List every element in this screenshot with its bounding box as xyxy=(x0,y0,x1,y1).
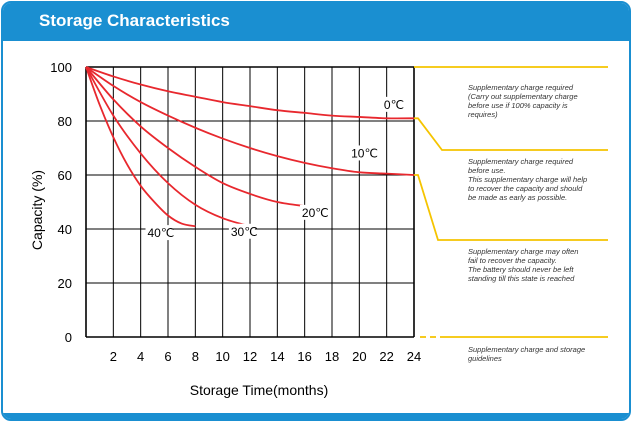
x-tick-label: 2 xyxy=(110,349,117,364)
zone-divider-line xyxy=(414,117,608,151)
zone-note: Supplementary charge required (Carry out … xyxy=(468,83,578,119)
x-tick-label: 16 xyxy=(297,349,311,364)
y-tick-label: 20 xyxy=(58,276,72,291)
guideline-zones xyxy=(414,66,608,338)
series-label-bg xyxy=(228,223,255,239)
panel-title: Storage Characteristics xyxy=(39,11,230,30)
x-tick-label: 18 xyxy=(325,349,339,364)
panel-footer-bar xyxy=(3,413,629,419)
x-tick-label: 20 xyxy=(352,349,366,364)
chart-labels: 2 4 6 8 10 12 14 16 18 20 22 241008060402000℃10℃20℃… xyxy=(50,60,587,364)
series-label: 0℃ xyxy=(384,98,404,112)
y-tick-label: 40 xyxy=(58,222,72,237)
chart-series xyxy=(85,66,415,228)
series-line-0 xyxy=(85,66,415,120)
series-label: 10℃ xyxy=(351,146,378,160)
series-line-1 xyxy=(85,66,415,176)
series-label-bg xyxy=(299,204,326,220)
zone-divider-line xyxy=(414,174,608,241)
x-tick-label: 6 xyxy=(164,349,171,364)
series-label: 40℃ xyxy=(148,226,175,240)
series-label-bg xyxy=(381,96,408,112)
x-tick-label: 8 xyxy=(192,349,199,364)
panel-header: Storage Characteristics xyxy=(3,3,629,41)
y-axis-label: Capacity (%) xyxy=(29,170,45,250)
y-tick-label: 60 xyxy=(58,168,72,183)
x-tick-label: 22 xyxy=(379,349,393,364)
series-label-bg xyxy=(349,145,376,161)
y-tick-label: 100 xyxy=(50,60,72,75)
x-tick-label: 4 xyxy=(137,349,144,364)
x-tick-label: 14 xyxy=(270,349,284,364)
zone-note: Supplementary charge required before use.… xyxy=(468,157,587,202)
y-tick-label: 0 xyxy=(65,330,72,345)
series-label: 20℃ xyxy=(302,206,329,220)
chart-grid xyxy=(85,66,415,338)
series-label-bg xyxy=(145,225,172,241)
x-axis-label: Storage Time(months) xyxy=(190,382,329,398)
x-tick-label: 24 xyxy=(407,349,421,364)
x-tick-label: 10 xyxy=(215,349,229,364)
series-label: 30℃ xyxy=(231,225,258,239)
series-line-4 xyxy=(85,66,196,228)
zone-note: Supplementary charge and storage guidelin… xyxy=(468,345,585,363)
y-tick-label: 80 xyxy=(58,114,72,129)
series-line-3 xyxy=(85,66,251,228)
zone-note: Supplementary charge may often fail to re… xyxy=(468,247,578,283)
series-line-2 xyxy=(85,66,319,209)
x-tick-label: 12 xyxy=(243,349,257,364)
